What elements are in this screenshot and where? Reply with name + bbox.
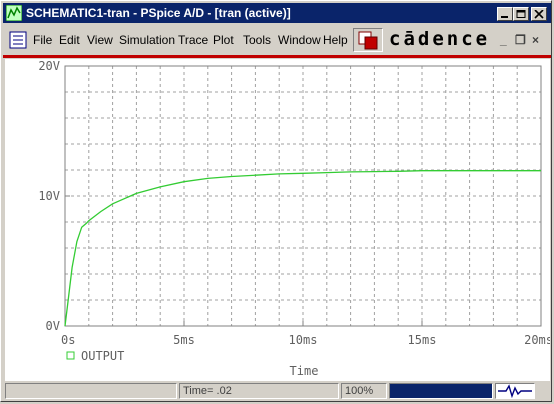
maximize-button[interactable] [513,7,529,21]
simulation-progress-bar [389,383,493,399]
plot-grid [65,66,541,326]
pspice-app-icon[interactable] [5,4,23,22]
mdi-close-button[interactable]: × [532,33,540,47]
menu-help[interactable]: Help [323,33,348,47]
status-zoom-field: 100% [341,383,387,399]
document-icon[interactable] [9,31,27,49]
close-button[interactable] [531,7,547,21]
status-message-field [5,383,177,399]
mdi-restore-button[interactable]: ❐ [515,33,526,47]
menu-trace[interactable]: Trace [178,33,209,47]
menu-view[interactable]: View [87,33,113,47]
x-tick-label: 5ms [173,333,195,347]
waveform-status-icon [498,384,532,398]
plot-window[interactable]: 0V 10V 20V 0s 5ms 10ms 15ms 20ms OUTPUT Time [5,59,550,381]
x-tick-label: 0s [61,333,75,347]
accent-divider [3,55,551,58]
y-tick-label: 20V [38,59,60,73]
window-title: SCHEMATIC1-tran - PSpice A/D - [tran (ac… [26,6,291,20]
minimize-button[interactable] [497,7,513,21]
y-tick-labels: 0V 10V 20V [38,59,60,333]
menu-file[interactable]: File [33,33,53,47]
simulation-status-field [495,383,535,399]
cadence-brand-logo: cādence [389,28,491,50]
waveform-chart[interactable]: 0V 10V 20V 0s 5ms 10ms 15ms 20ms OUTPUT Time [5,59,550,381]
x-tick-label: 10ms [289,333,318,347]
y-tick-label: 0V [46,319,60,333]
legend-swatch [66,351,75,360]
x-axis-label: Time [290,364,319,378]
legend-label: OUTPUT [81,349,124,363]
zoom-readout: 100% [345,385,374,397]
mdi-minimize-button[interactable]: _ [500,33,507,47]
menu-plot[interactable]: Plot [213,33,234,47]
title-bar[interactable]: SCHEMATIC1-tran - PSpice A/D - [tran (ac… [3,3,551,23]
menu-window[interactable]: Window [278,33,321,47]
status-bar: Time= .02 100% [3,382,551,401]
x-tick-labels: 0s 5ms 10ms 15ms 20ms [61,333,550,347]
series-layer [64,170,541,327]
menu-tools[interactable]: Tools [243,33,272,47]
menu-edit[interactable]: Edit [59,33,80,47]
minimize-icon [501,16,508,18]
status-time-field: Time= .02 [179,383,339,399]
x-tick-label: 20ms [524,333,550,347]
menu-simulation[interactable]: Simulation [119,33,176,47]
maximize-icon [516,10,526,18]
x-tick-label: 15ms [408,333,437,347]
cadence-logo-button[interactable] [353,28,383,52]
cadence-logo-icon [358,31,378,50]
time-readout: Time= .02 [183,385,232,397]
y-tick-label: 10V [38,189,60,203]
close-icon [534,10,544,19]
series-line-output [64,170,541,327]
menu-bar: File Edit View Simulation Trace Plot Too… [3,25,551,55]
legend[interactable]: OUTPUT [66,349,124,363]
